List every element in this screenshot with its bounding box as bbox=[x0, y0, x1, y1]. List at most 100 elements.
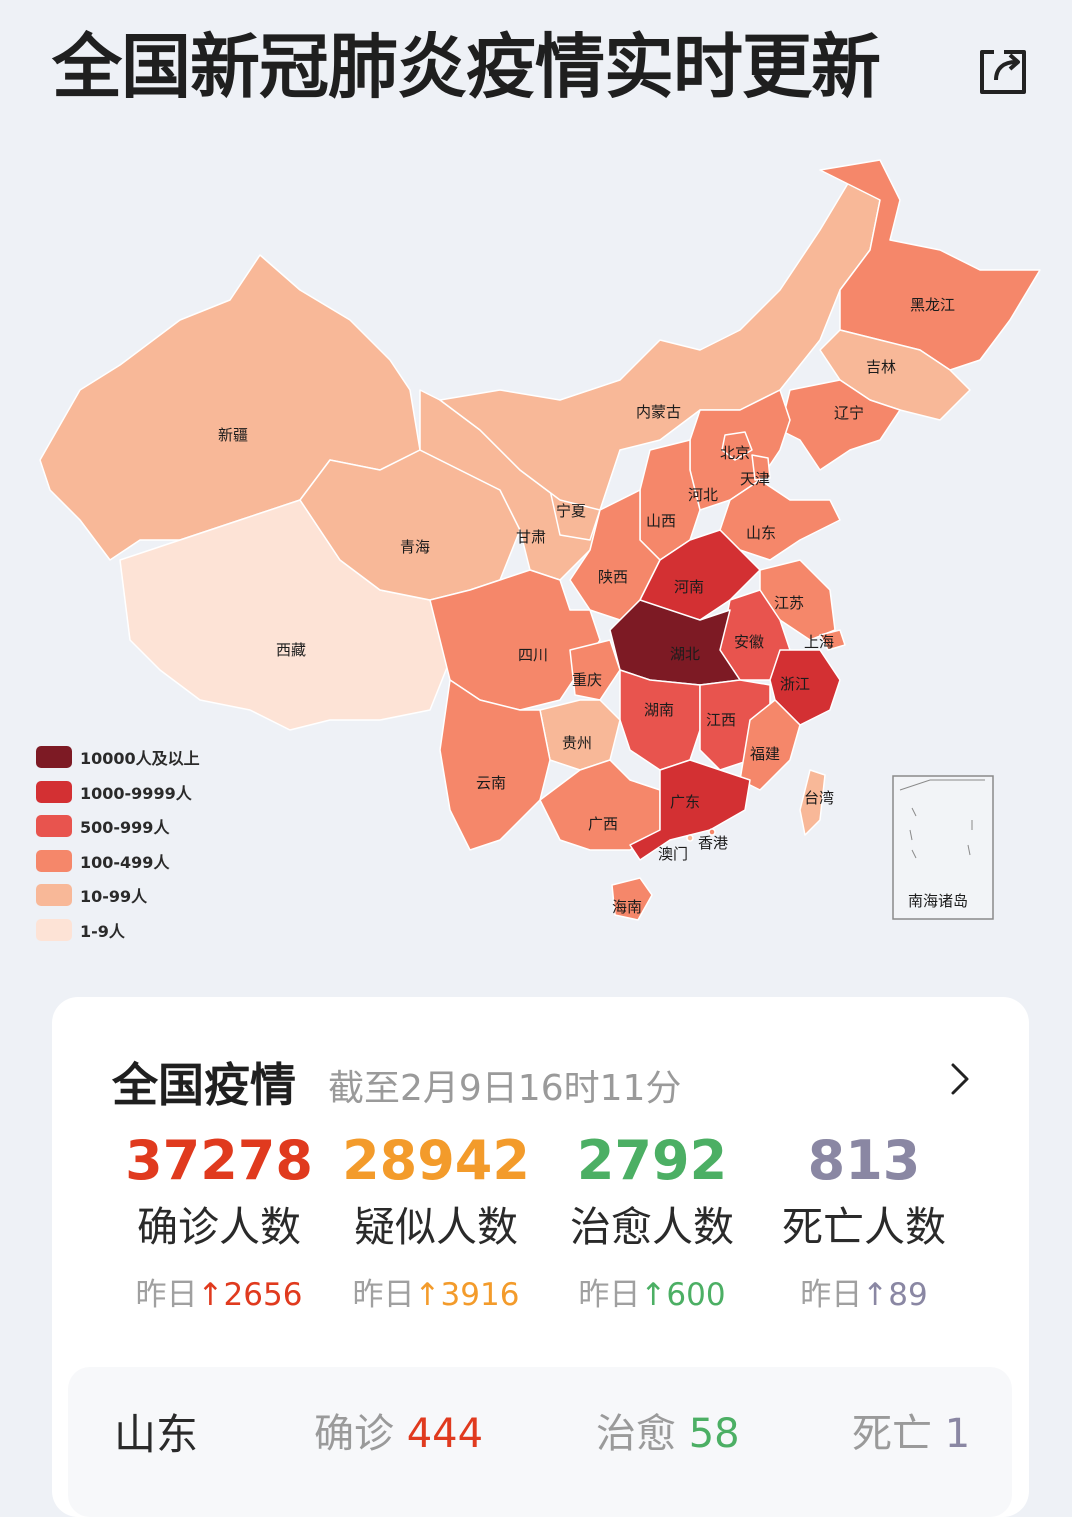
confirmed-value: 444 bbox=[406, 1411, 484, 1457]
label-hainan: 海南 bbox=[612, 898, 642, 916]
legend-label: 10000人及以上 bbox=[80, 749, 200, 769]
label-shanghai: 上海 bbox=[804, 633, 834, 651]
label-shaanxi: 陕西 bbox=[598, 568, 628, 586]
confirmed-label: 确诊人数 bbox=[137, 1203, 301, 1251]
stat-confirmed[interactable]: 37278 确诊人数 昨日↑2656 bbox=[104, 1129, 334, 1315]
region-hongkong[interactable] bbox=[708, 828, 716, 836]
region-hubei[interactable] bbox=[609, 599, 741, 686]
cured-value: 58 bbox=[688, 1411, 740, 1457]
dead-label: 死亡人数 bbox=[782, 1203, 946, 1251]
inset-label: 南海诸岛 bbox=[908, 892, 968, 910]
legend-item: 1000-9999人 bbox=[36, 775, 200, 810]
region-liaoning[interactable] bbox=[779, 379, 901, 471]
cured-count: 2792 bbox=[576, 1129, 728, 1192]
up-arrow-icon: ↑ bbox=[414, 1277, 441, 1313]
legend-swatch bbox=[36, 918, 72, 941]
chevron-right-icon bbox=[951, 1063, 969, 1095]
region-heilongjiang[interactable] bbox=[819, 159, 1041, 371]
card-title: 全国疫情 bbox=[112, 1058, 296, 1112]
label-shandong: 山东 bbox=[746, 524, 776, 542]
legend-label: 500-999人 bbox=[80, 818, 170, 838]
label-tianjin: 天津 bbox=[740, 470, 770, 488]
label-heilongjiang: 黑龙江 bbox=[910, 296, 955, 314]
share-button[interactable] bbox=[974, 44, 1030, 100]
dead-count: 813 bbox=[807, 1129, 921, 1192]
legend-label: 1-9人 bbox=[80, 921, 125, 941]
dead-label: 死亡 bbox=[852, 1411, 932, 1457]
suspected-delta: 昨日↑3916 bbox=[321, 1275, 551, 1315]
province-name: 山东 bbox=[114, 1410, 199, 1459]
legend-swatch bbox=[36, 815, 72, 838]
legend-label: 100-499人 bbox=[80, 852, 170, 872]
delta-value: 89 bbox=[888, 1277, 928, 1313]
label-xinjiang: 新疆 bbox=[218, 426, 248, 444]
region-hunan[interactable] bbox=[619, 669, 701, 771]
label-hebei: 河北 bbox=[688, 486, 718, 504]
label-liaoning: 辽宁 bbox=[834, 404, 864, 422]
delta-prefix: 昨日 bbox=[135, 1277, 198, 1313]
region-shanghai[interactable] bbox=[819, 629, 846, 651]
legend-item: 100-499人 bbox=[36, 844, 200, 879]
label-chongqing: 重庆 bbox=[572, 671, 602, 689]
label-hongkong: 香港 bbox=[698, 834, 728, 852]
delta-value: 3916 bbox=[440, 1277, 520, 1313]
suspected-label: 疑似人数 bbox=[354, 1203, 518, 1251]
legend-label: 1000-9999人 bbox=[80, 783, 192, 803]
cured-label: 治愈 bbox=[596, 1411, 676, 1457]
dead-delta: 昨日↑89 bbox=[749, 1275, 979, 1315]
label-taiwan: 台湾 bbox=[804, 789, 834, 807]
up-arrow-icon: ↑ bbox=[640, 1277, 667, 1313]
province-row-shandong[interactable]: 山东 确诊 444 治愈 58 死亡 1 bbox=[68, 1367, 1012, 1517]
stat-dead[interactable]: 813 死亡人数 昨日↑89 bbox=[749, 1129, 979, 1315]
national-summary-card: 全国疫情 截至2月9日16时11分 37278 确诊人数 昨日↑2656 289… bbox=[52, 997, 1029, 1517]
region-fujian[interactable] bbox=[739, 699, 801, 791]
region-tianjin[interactable] bbox=[751, 454, 771, 481]
confirmed-delta: 昨日↑2656 bbox=[104, 1275, 334, 1315]
stat-suspected[interactable]: 28942 疑似人数 昨日↑3916 bbox=[321, 1129, 551, 1315]
legend-swatch bbox=[36, 849, 72, 872]
label-henan: 河南 bbox=[674, 578, 704, 596]
region-macau[interactable] bbox=[686, 834, 694, 842]
label-fujian: 福建 bbox=[750, 745, 780, 763]
legend-swatch bbox=[36, 884, 72, 907]
label-neimenggu: 内蒙古 bbox=[636, 403, 681, 421]
label-guangxi: 广西 bbox=[588, 815, 618, 833]
china-map: 南海诸岛 新疆 西藏 青海 甘肃 宁夏 内蒙古 黑龙江 吉林 辽宁 北京 天津 … bbox=[0, 140, 1072, 941]
cured-delta: 昨日↑600 bbox=[537, 1275, 767, 1315]
stat-cured[interactable]: 2792 治愈人数 昨日↑600 bbox=[537, 1129, 767, 1315]
label-hubei: 湖北 bbox=[670, 645, 700, 663]
label-hunan: 湖南 bbox=[644, 701, 674, 719]
confirmed-label: 确诊 bbox=[314, 1411, 394, 1457]
dead-value: 1 bbox=[944, 1411, 971, 1457]
region-xizang[interactable] bbox=[119, 499, 451, 731]
label-jiangsu: 江苏 bbox=[774, 594, 804, 612]
region-hainan[interactable] bbox=[611, 877, 653, 921]
region-guizhou[interactable] bbox=[539, 699, 621, 771]
page-title: 全国新冠肺炎疫情实时更新 bbox=[52, 26, 881, 108]
suspected-count: 28942 bbox=[342, 1129, 530, 1192]
region-jilin[interactable] bbox=[819, 329, 971, 421]
legend-item: 10-99人 bbox=[36, 878, 200, 913]
legend-item: 10000人及以上 bbox=[36, 740, 200, 775]
region-beijing[interactable] bbox=[721, 431, 753, 461]
province-labels: 新疆 西藏 青海 甘肃 宁夏 内蒙古 黑龙江 吉林 辽宁 北京 天津 河北 山西… bbox=[218, 296, 955, 916]
region-chongqing[interactable] bbox=[569, 639, 621, 701]
up-arrow-icon: ↑ bbox=[197, 1277, 224, 1313]
legend-item: 1-9人 bbox=[36, 913, 200, 948]
province-confirmed: 确诊 444 bbox=[314, 1401, 483, 1459]
map-svg: 南海诸岛 新疆 西藏 青海 甘肃 宁夏 内蒙古 黑龙江 吉林 辽宁 北京 天津 … bbox=[39, 159, 1041, 921]
region-zhejiang[interactable] bbox=[769, 649, 841, 726]
details-button[interactable] bbox=[945, 1059, 975, 1099]
region-taiwan[interactable] bbox=[799, 769, 826, 836]
legend-item: 500-999人 bbox=[36, 809, 200, 844]
update-timestamp: 截至2月9日16时11分 bbox=[328, 1068, 682, 1109]
share-icon bbox=[980, 50, 1026, 94]
label-guizhou: 贵州 bbox=[562, 734, 592, 752]
region-guangxi[interactable] bbox=[539, 759, 661, 851]
delta-value: 2656 bbox=[223, 1277, 303, 1313]
label-shanxi: 山西 bbox=[646, 512, 676, 530]
label-ningxia: 宁夏 bbox=[556, 502, 586, 520]
province-dead: 死亡 1 bbox=[852, 1401, 970, 1459]
delta-value: 600 bbox=[666, 1277, 726, 1313]
up-arrow-icon: ↑ bbox=[862, 1277, 889, 1313]
